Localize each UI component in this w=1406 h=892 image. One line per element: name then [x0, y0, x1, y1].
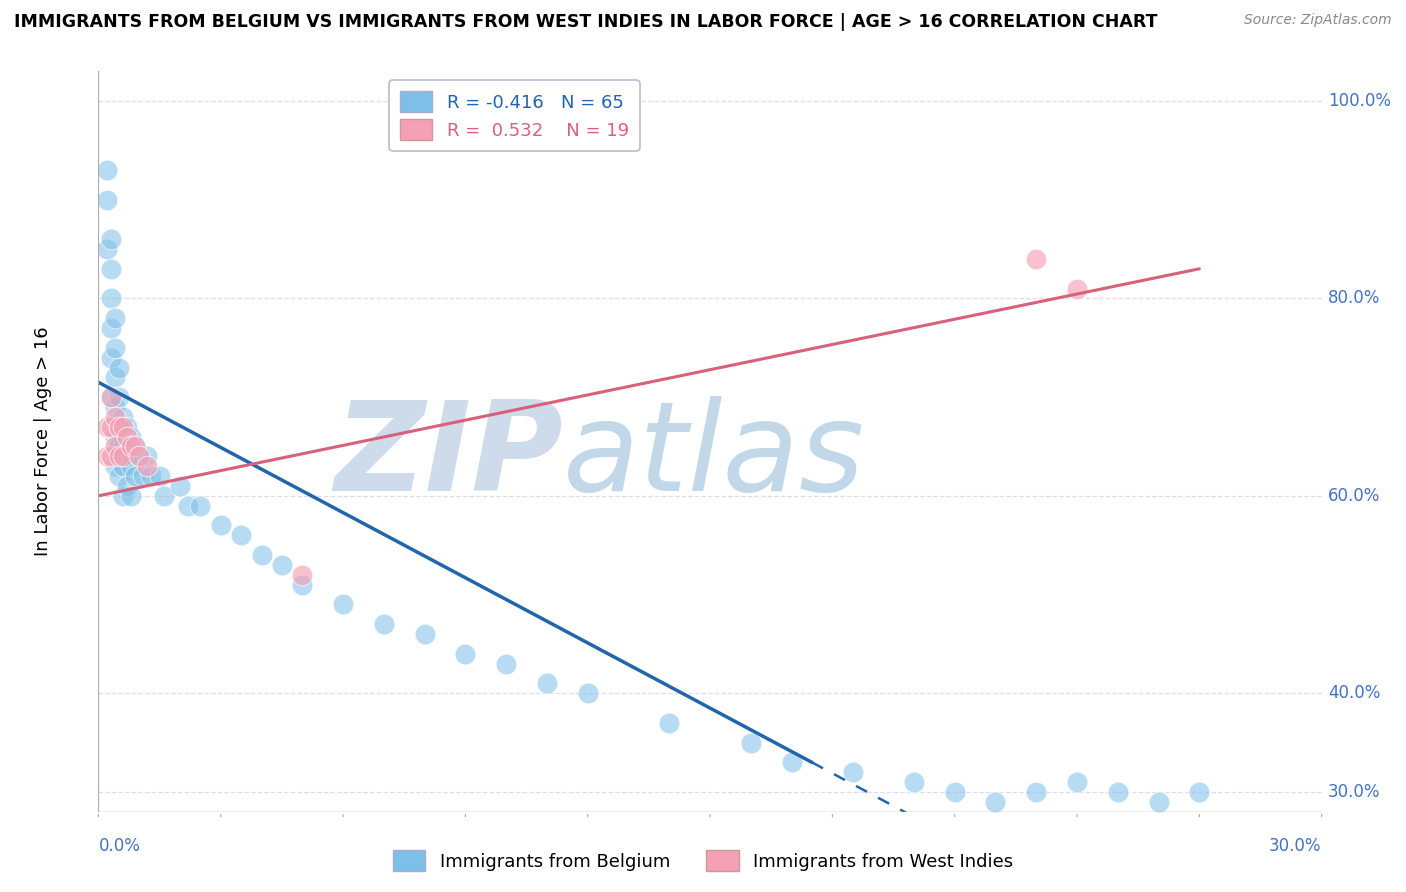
- Point: [250, 548, 273, 562]
- Text: 80.0%: 80.0%: [1327, 289, 1381, 308]
- Point: [100, 292, 122, 306]
- Point: [1066, 775, 1088, 789]
- Point: [291, 577, 314, 591]
- Point: [108, 450, 131, 464]
- Point: [1025, 252, 1047, 266]
- Point: [780, 756, 803, 770]
- Text: atlas: atlas: [564, 396, 865, 516]
- Point: [209, 518, 232, 533]
- Point: [373, 617, 395, 632]
- Point: [100, 390, 122, 404]
- Point: [136, 450, 159, 464]
- Point: [115, 479, 138, 493]
- Point: [115, 450, 138, 464]
- Point: [120, 440, 142, 454]
- Point: [96, 419, 118, 434]
- Point: [270, 558, 294, 572]
- Point: [108, 419, 131, 434]
- Point: [104, 459, 127, 474]
- Point: [413, 627, 436, 641]
- Text: 60.0%: 60.0%: [1327, 487, 1381, 505]
- Point: [104, 400, 127, 414]
- Point: [152, 489, 174, 503]
- Point: [740, 736, 762, 750]
- Point: [96, 450, 118, 464]
- Point: [111, 459, 134, 474]
- Point: [104, 429, 127, 443]
- Point: [1025, 785, 1047, 799]
- Point: [124, 469, 146, 483]
- Point: [136, 459, 159, 474]
- Text: 0.0%: 0.0%: [98, 837, 141, 855]
- Point: [1147, 795, 1170, 809]
- Point: [903, 775, 925, 789]
- Point: [108, 440, 131, 454]
- Point: [100, 390, 122, 404]
- Point: [841, 765, 863, 780]
- Point: [111, 409, 134, 424]
- Point: [332, 598, 354, 612]
- Point: [104, 341, 127, 355]
- Point: [100, 450, 122, 464]
- Point: [1107, 785, 1129, 799]
- Point: [495, 657, 517, 671]
- Point: [943, 785, 966, 799]
- Text: ZIP: ZIP: [335, 396, 564, 516]
- Point: [115, 419, 138, 434]
- Point: [111, 489, 134, 503]
- Point: [132, 469, 155, 483]
- Point: [124, 440, 146, 454]
- Text: 40.0%: 40.0%: [1327, 684, 1381, 702]
- Point: [104, 311, 127, 326]
- Point: [1188, 785, 1211, 799]
- Point: [188, 499, 212, 513]
- Point: [104, 409, 127, 424]
- Point: [169, 479, 191, 493]
- Point: [124, 440, 146, 454]
- Point: [984, 795, 1007, 809]
- Point: [111, 450, 134, 464]
- Text: In Labor Force | Age > 16: In Labor Force | Age > 16: [34, 326, 52, 557]
- Point: [108, 419, 131, 434]
- Legend: Immigrants from Belgium, Immigrants from West Indies: Immigrants from Belgium, Immigrants from…: [385, 843, 1021, 879]
- Legend: R = -0.416   N = 65, R =  0.532    N = 19: R = -0.416 N = 65, R = 0.532 N = 19: [389, 80, 640, 151]
- Point: [128, 450, 150, 464]
- Point: [96, 242, 118, 256]
- Point: [177, 499, 200, 513]
- Point: [104, 370, 127, 384]
- Point: [100, 419, 122, 434]
- Point: [108, 360, 131, 375]
- Point: [100, 321, 122, 335]
- Point: [120, 489, 142, 503]
- Point: [141, 469, 163, 483]
- Text: Source: ZipAtlas.com: Source: ZipAtlas.com: [1244, 13, 1392, 28]
- Point: [231, 528, 253, 542]
- Text: IMMIGRANTS FROM BELGIUM VS IMMIGRANTS FROM WEST INDIES IN LABOR FORCE | AGE > 16: IMMIGRANTS FROM BELGIUM VS IMMIGRANTS FR…: [14, 13, 1157, 31]
- Point: [108, 469, 131, 483]
- Point: [111, 440, 134, 454]
- Point: [96, 163, 118, 178]
- Point: [576, 686, 599, 700]
- Text: 30.0%: 30.0%: [1270, 837, 1322, 855]
- Point: [100, 261, 122, 276]
- Text: 100.0%: 100.0%: [1327, 92, 1391, 110]
- Point: [536, 676, 558, 690]
- Point: [111, 419, 134, 434]
- Point: [291, 567, 314, 582]
- Point: [104, 440, 127, 454]
- Point: [115, 429, 138, 443]
- Point: [1066, 281, 1088, 295]
- Point: [128, 450, 150, 464]
- Point: [658, 715, 681, 730]
- Text: 30.0%: 30.0%: [1327, 783, 1381, 801]
- Point: [100, 351, 122, 365]
- Point: [108, 390, 131, 404]
- Point: [100, 232, 122, 246]
- Point: [120, 429, 142, 443]
- Point: [96, 193, 118, 207]
- Point: [149, 469, 172, 483]
- Point: [120, 459, 142, 474]
- Point: [454, 647, 477, 661]
